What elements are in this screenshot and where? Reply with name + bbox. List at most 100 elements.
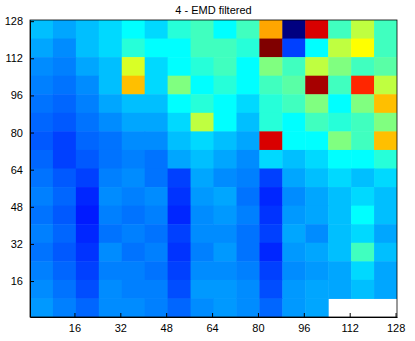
cell [351,150,374,169]
axis-line [31,317,398,318]
cell [99,224,122,243]
cell [168,224,191,243]
cell [351,224,374,243]
cell [328,39,351,58]
cell [53,113,76,132]
tick: 112 [5,52,34,64]
chart: 1632486480961121281632486480961121284 - … [0,0,415,341]
cell [76,187,99,206]
cell [328,280,351,299]
cell [282,206,305,225]
cell [122,39,145,58]
cell [99,243,122,262]
cell [214,39,237,58]
cell [328,57,351,76]
cell [374,39,397,58]
cell [168,20,191,39]
cell [282,243,305,262]
cell [305,243,328,262]
cell [76,243,99,262]
cell [30,94,53,113]
cell [214,94,237,113]
tick: 48 [11,201,34,213]
cell [122,280,145,299]
cell [236,169,259,188]
cell [53,76,76,95]
cell [76,131,99,150]
cell [236,206,259,225]
cell [236,39,259,58]
title: 4 - EMD filtered [175,4,251,16]
cell [351,20,374,39]
cell [259,187,282,206]
cell [145,206,168,225]
cell [53,243,76,262]
cell [236,243,259,262]
cell [282,76,305,95]
cell [191,113,214,132]
cell [214,20,237,39]
cell [145,76,168,95]
cell [191,57,214,76]
cell [30,131,53,150]
cell [351,243,374,262]
tick-label: 80 [11,127,23,139]
cell [76,94,99,113]
tick-mark [74,313,75,317]
cell [145,298,168,317]
y-axis: 163248648096112128 [5,15,34,317]
cell [214,298,237,317]
cell [351,113,374,132]
cell [168,131,191,150]
cell [374,113,397,132]
cell [99,131,122,150]
cell [374,131,397,150]
cell [122,20,145,39]
cell [374,280,397,299]
cell [351,280,374,299]
tick-mark [350,313,351,317]
cell [236,150,259,169]
cell [168,39,191,58]
tick-label: 96 [298,322,310,334]
cell [30,243,53,262]
cell [214,187,237,206]
tick: 128 [387,313,405,334]
cell [30,280,53,299]
cell [30,298,53,317]
cell [76,224,99,243]
cell [76,206,99,225]
cell [259,261,282,280]
cell [351,94,374,113]
tick-label: 64 [206,322,218,334]
cell [328,150,351,169]
cell [53,261,76,280]
cell [374,57,397,76]
cell [328,131,351,150]
cell [145,57,168,76]
cell [76,57,99,76]
cell [259,150,282,169]
tick-mark [30,95,34,96]
cell [99,280,122,299]
frame [30,20,397,317]
cell [53,169,76,188]
cell [30,224,53,243]
cell [53,94,76,113]
cell [236,20,259,39]
cell [214,206,237,225]
cell [351,187,374,206]
cell [328,243,351,262]
cell [214,76,237,95]
cell [145,150,168,169]
cell [351,206,374,225]
cell [145,261,168,280]
cell [145,243,168,262]
cell [351,169,374,188]
cell [145,224,168,243]
cell [374,187,397,206]
cell [259,57,282,76]
cell [122,187,145,206]
cell [328,94,351,113]
cell [305,150,328,169]
